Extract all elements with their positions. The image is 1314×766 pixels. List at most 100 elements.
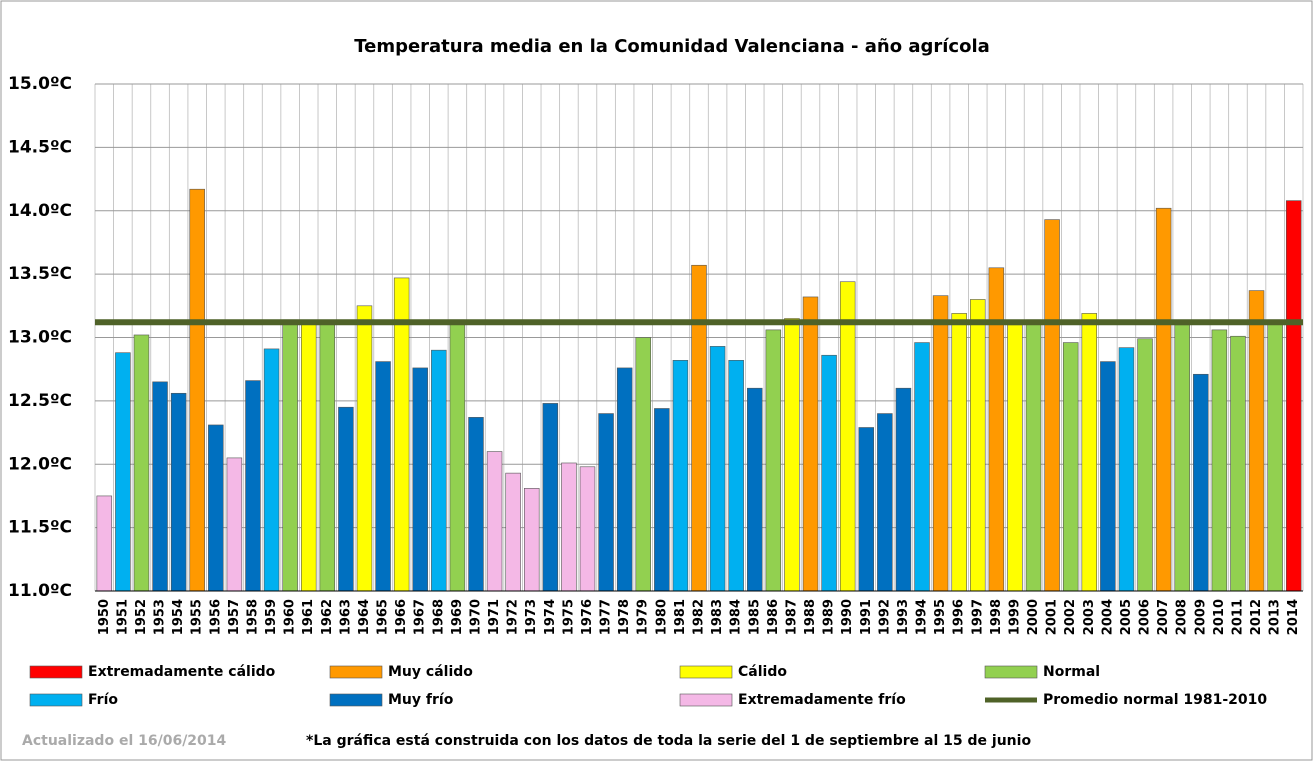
y-tick-label: 11.0ºC bbox=[8, 581, 72, 601]
x-tick-label: 1987 bbox=[784, 599, 799, 635]
bar bbox=[1100, 361, 1116, 592]
bar bbox=[356, 305, 373, 592]
bar bbox=[1062, 342, 1079, 592]
bar bbox=[561, 462, 577, 592]
x-tick-label: 1978 bbox=[617, 599, 632, 635]
x-tick-label: 2014 bbox=[1286, 599, 1301, 635]
x-tick-label: 1986 bbox=[766, 599, 781, 635]
bar bbox=[375, 361, 391, 592]
x-tick-label: 1997 bbox=[970, 599, 985, 635]
bar bbox=[635, 337, 651, 592]
legend-label: Extremadamente frío bbox=[738, 692, 906, 708]
bar bbox=[895, 387, 912, 592]
bar bbox=[784, 318, 800, 592]
legend-swatch bbox=[329, 665, 383, 679]
x-tick-label: 2006 bbox=[1138, 599, 1153, 635]
bar bbox=[951, 313, 967, 592]
bar bbox=[1155, 207, 1172, 592]
legend-label: Normal bbox=[1043, 664, 1100, 680]
bar bbox=[765, 329, 782, 592]
x-tick-label: 1999 bbox=[1007, 599, 1022, 635]
x-tick-label: 1964 bbox=[357, 599, 372, 635]
bar bbox=[133, 334, 150, 592]
bar bbox=[412, 367, 428, 592]
x-tick-label: 2010 bbox=[1212, 599, 1227, 635]
bar bbox=[672, 360, 689, 592]
bar bbox=[802, 296, 819, 592]
legend-swatch bbox=[984, 665, 1038, 679]
x-tick-label: 2003 bbox=[1082, 599, 1097, 635]
bar bbox=[1025, 319, 1042, 592]
bar bbox=[1044, 219, 1060, 592]
x-tick-label: 1953 bbox=[153, 599, 168, 635]
legend-label: Extremadamente cálido bbox=[88, 664, 276, 680]
bar bbox=[709, 346, 726, 592]
legend-label: Cálido bbox=[738, 664, 787, 680]
legend-swatch bbox=[29, 665, 83, 679]
x-tick-label: 1963 bbox=[338, 599, 353, 635]
x-tick-label: 2004 bbox=[1100, 599, 1115, 635]
x-tick-label: 1965 bbox=[376, 599, 391, 635]
bar bbox=[542, 403, 559, 592]
x-tick-label: 1972 bbox=[506, 599, 521, 635]
x-tick-label: 2002 bbox=[1063, 599, 1078, 635]
x-tick-label: 1973 bbox=[524, 599, 539, 635]
bar bbox=[839, 281, 856, 592]
x-tick-label: 2011 bbox=[1230, 599, 1245, 635]
bar bbox=[263, 348, 280, 592]
x-tick-label: 1967 bbox=[413, 599, 428, 635]
x-tick-label: 1952 bbox=[134, 599, 149, 635]
legend-label: Muy cálido bbox=[388, 664, 473, 680]
x-tick-label: 1982 bbox=[692, 599, 707, 635]
y-tick-label: 13.0ºC bbox=[8, 328, 72, 348]
bar bbox=[1118, 347, 1135, 592]
bar bbox=[152, 381, 168, 592]
x-tick-label: 1994 bbox=[915, 599, 930, 635]
bar bbox=[282, 319, 298, 592]
bar bbox=[858, 427, 874, 592]
y-tick-label: 15.0ºC bbox=[8, 74, 72, 94]
x-tick-label: 1971 bbox=[487, 599, 502, 635]
x-tick-label: 1959 bbox=[264, 599, 279, 635]
x-tick-label: 2012 bbox=[1249, 599, 1264, 635]
bar bbox=[468, 417, 484, 592]
x-tick-label: 1962 bbox=[320, 599, 335, 635]
x-tick-label: 1974 bbox=[543, 599, 558, 635]
legend-label: Frío bbox=[88, 692, 118, 708]
x-tick-label: 2008 bbox=[1175, 599, 1190, 635]
bar bbox=[1174, 324, 1190, 592]
bar bbox=[170, 392, 187, 592]
x-tick-label: 1990 bbox=[840, 599, 855, 635]
bar bbox=[654, 408, 670, 592]
x-tick-label: 2001 bbox=[1045, 599, 1060, 635]
x-tick-label: 1968 bbox=[431, 599, 446, 635]
x-tick-label: 1992 bbox=[877, 599, 892, 635]
bar bbox=[877, 413, 893, 592]
x-tick-label: 1951 bbox=[115, 599, 130, 635]
bar bbox=[1193, 373, 1209, 592]
y-tick-label: 14.0ºC bbox=[8, 201, 72, 221]
bar bbox=[226, 457, 243, 592]
bar bbox=[988, 267, 1005, 592]
bar bbox=[524, 488, 540, 592]
y-tick-label: 12.5ºC bbox=[8, 391, 72, 411]
bar bbox=[319, 323, 336, 592]
x-tick-label: 1980 bbox=[654, 599, 669, 635]
bar bbox=[691, 264, 707, 592]
x-tick-label: 1996 bbox=[952, 599, 967, 635]
x-tick-label: 2013 bbox=[1268, 599, 1283, 635]
bar bbox=[1211, 329, 1228, 592]
x-tick-label: 1958 bbox=[245, 599, 260, 635]
bar bbox=[616, 367, 633, 592]
x-tick-label: 1988 bbox=[803, 599, 818, 635]
bar bbox=[300, 323, 317, 592]
x-tick-label: 1979 bbox=[636, 599, 651, 635]
x-tick-label: 1977 bbox=[599, 599, 614, 635]
x-tick-label: 1950 bbox=[97, 599, 112, 635]
bar bbox=[1007, 324, 1023, 592]
bar bbox=[449, 319, 466, 592]
legend-swatch bbox=[679, 693, 733, 707]
y-tick-label: 14.5ºC bbox=[8, 137, 72, 157]
bar bbox=[1285, 200, 1302, 592]
